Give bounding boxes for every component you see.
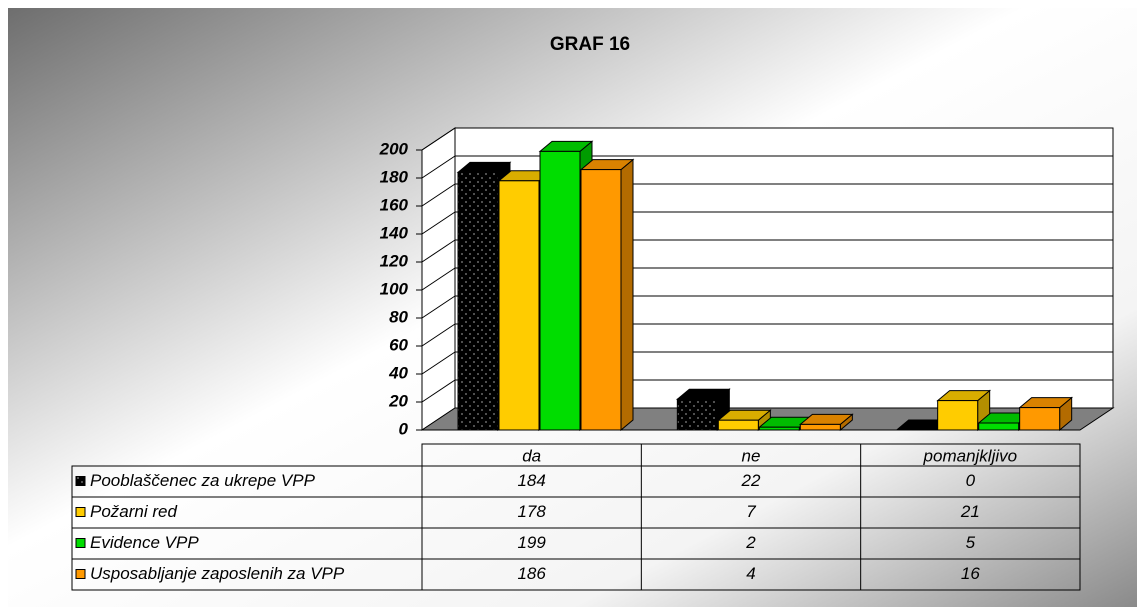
table-value: 199	[517, 533, 546, 552]
table-value: 5	[966, 533, 976, 552]
bar	[937, 400, 979, 431]
legend-label: Požarni red	[90, 502, 177, 521]
bar	[580, 169, 622, 431]
y-tick-label: 180	[380, 167, 409, 186]
grid-line	[421, 183, 456, 207]
grid-line	[421, 211, 456, 235]
bar	[717, 419, 759, 431]
legend-label: Usposabljanje zaposlenih za VPP	[90, 564, 345, 583]
bar	[498, 180, 540, 431]
bar	[539, 150, 581, 431]
bar	[676, 398, 718, 431]
table-value: 186	[517, 564, 546, 583]
bar	[799, 423, 841, 431]
y-tick-label: 120	[380, 251, 409, 270]
table-value: 22	[741, 471, 761, 490]
y-tick-label: 20	[388, 391, 408, 410]
y-tick-label: 60	[389, 335, 408, 354]
y-tick-label: 140	[380, 223, 409, 242]
legend-label: Pooblaščenec za ukrepe VPP	[90, 471, 316, 490]
table-value: 4	[746, 564, 755, 583]
table-value: 184	[517, 471, 545, 490]
grid-line	[421, 323, 456, 347]
table-value: 16	[961, 564, 980, 583]
x-tick-label: da	[522, 446, 541, 465]
legend-swatch	[75, 507, 86, 517]
table-value: 0	[966, 471, 976, 490]
grid-line	[421, 379, 456, 403]
y-tick-label: 200	[379, 139, 409, 158]
bar	[758, 426, 800, 431]
bar	[1019, 407, 1061, 431]
x-tick-label: ne	[742, 446, 761, 465]
legend-swatch	[75, 569, 86, 579]
chart-title: GRAF 16	[550, 34, 630, 55]
grid-line	[421, 351, 456, 375]
y-tick-label: 100	[380, 279, 409, 298]
grid-line	[421, 127, 456, 151]
x-tick-label: pomanjkljivo	[923, 446, 1018, 465]
bar	[457, 171, 499, 431]
y-tick-label: 0	[399, 419, 409, 438]
y-tick-label: 40	[388, 363, 408, 382]
grid-line	[421, 155, 456, 179]
legend-swatch	[75, 538, 86, 548]
bar	[978, 422, 1020, 431]
legend-swatch	[75, 476, 86, 486]
grid-line	[421, 267, 456, 291]
table-value: 178	[517, 502, 546, 521]
table-value: 7	[746, 502, 756, 521]
table-value: 2	[745, 533, 756, 552]
grid-line	[421, 239, 456, 263]
y-tick-label: 160	[380, 195, 409, 214]
table-value: 21	[960, 502, 980, 521]
legend-label: Evidence VPP	[90, 533, 199, 552]
bar-side	[620, 158, 634, 432]
y-tick-label: 80	[389, 307, 408, 326]
grid-line	[421, 295, 456, 319]
